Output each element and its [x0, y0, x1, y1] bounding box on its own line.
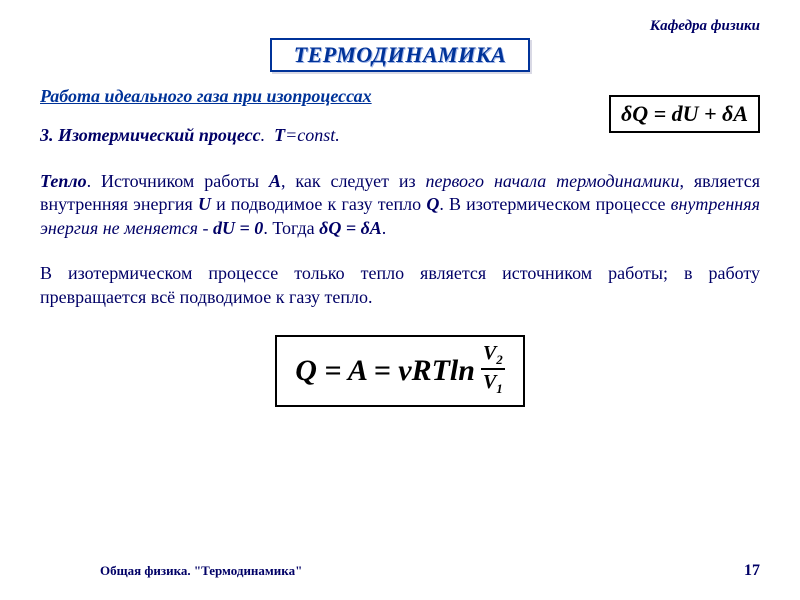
department-label: Кафедра физики: [650, 18, 760, 35]
frac-den-v: V: [483, 371, 496, 393]
para1-eq-dU: dU = 0: [213, 218, 263, 238]
process-line: 3. Изотермический процесс. T=const.: [40, 125, 340, 146]
process-dot: .: [261, 125, 275, 145]
title-box: ТЕРМОДИНАМИКА: [270, 38, 530, 72]
para1-lead: Тепло: [40, 171, 87, 191]
slide-footer: Общая физика. "Термодинамика" 17: [100, 562, 760, 580]
fraction-denominator: V1: [481, 370, 505, 395]
process-number: 3.: [40, 125, 54, 145]
main-formula-wrap: Q = A = νRTln V2 V1: [40, 335, 760, 407]
para1-t1: . Источником работы: [87, 171, 269, 191]
main-formula: Q = A = νRTln V2 V1: [275, 335, 525, 407]
main-formula-fraction: V2 V1: [481, 343, 505, 395]
paragraph-heat: Тепло. Источником работы A, как следует …: [40, 170, 760, 240]
process-row: 3. Изотермический процесс. T=const. δQ =…: [40, 125, 760, 146]
para1-t6: -: [198, 218, 213, 238]
footer-page-number: 17: [744, 562, 760, 580]
process-var: T: [274, 125, 285, 145]
process-name: Изотермический процесс: [58, 125, 261, 145]
para1-t8: .: [382, 218, 387, 238]
para1-A: A: [269, 171, 281, 191]
paragraph-summary: В изотермическом процессе только тепло я…: [40, 262, 760, 309]
para1-t2: , как следует из: [281, 171, 425, 191]
para1-eq-dQ: δQ = δA: [319, 218, 382, 238]
slide-title: ТЕРМОДИНАМИКА: [278, 42, 522, 68]
para1-t4: и подводимое к газу тепло: [211, 194, 426, 214]
para1-t7: . Тогда: [263, 218, 319, 238]
footer-course: Общая физика. "Термодинамика": [100, 563, 302, 579]
para1-Q: Q: [426, 194, 439, 214]
frac-num-v: V: [483, 342, 496, 364]
para1-it1: первого начала термодинамики: [425, 171, 679, 191]
fraction-numerator: V2: [481, 343, 505, 370]
main-formula-lhs: Q = A = νRTln: [295, 354, 475, 388]
frac-den-sub: 1: [496, 381, 503, 396]
process-const: =const.: [285, 125, 340, 145]
frac-num-sub: 2: [496, 352, 503, 367]
first-law-formula: δQ = dU + δA: [609, 95, 760, 133]
para1-U: U: [198, 194, 211, 214]
para1-t5: . В изотермическом процессе: [439, 194, 670, 214]
